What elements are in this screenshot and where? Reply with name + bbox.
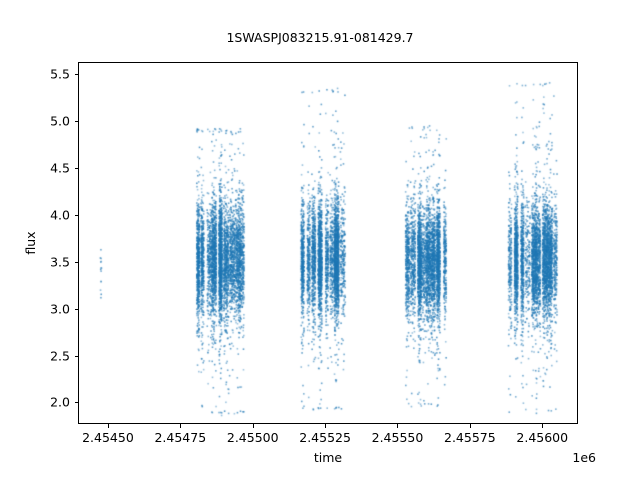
y-tick-mark	[74, 168, 78, 169]
scatter-plot-canvas	[79, 63, 577, 423]
x-tick-mark	[325, 424, 327, 428]
x-axis-label: time	[313, 450, 343, 465]
x-tick-mark	[469, 424, 471, 428]
chart-title: 1SWASPJ083215.91-081429.7	[226, 30, 414, 45]
x-tick-label: 2.45475	[154, 430, 207, 445]
x-tick-label: 2.45450	[82, 430, 134, 445]
x-tick-label: 2.45525	[299, 430, 351, 445]
x-tick-mark	[252, 424, 254, 428]
x-tick-mark	[180, 424, 182, 428]
x-tick-mark	[107, 424, 109, 428]
y-tick-mark	[74, 214, 78, 216]
plot-axes-area	[78, 62, 578, 424]
x-tick-label: 2.45600	[516, 430, 569, 445]
y-tick-mark	[74, 355, 78, 357]
x-tick-label: 2.45500	[226, 430, 279, 445]
x-axis-offset-text: 1e6	[572, 450, 596, 465]
y-tick-mark	[74, 261, 78, 263]
x-tick-label: 2.45575	[444, 430, 496, 445]
y-tick-mark	[74, 402, 78, 404]
y-axis-label: flux	[23, 231, 38, 255]
y-tick-mark	[74, 74, 78, 76]
x-tick-mark	[397, 424, 399, 428]
y-tick-mark	[74, 121, 78, 123]
x-tick-mark	[542, 424, 544, 428]
y-tick-mark	[74, 308, 78, 310]
x-tick-label: 2.45550	[371, 430, 424, 445]
